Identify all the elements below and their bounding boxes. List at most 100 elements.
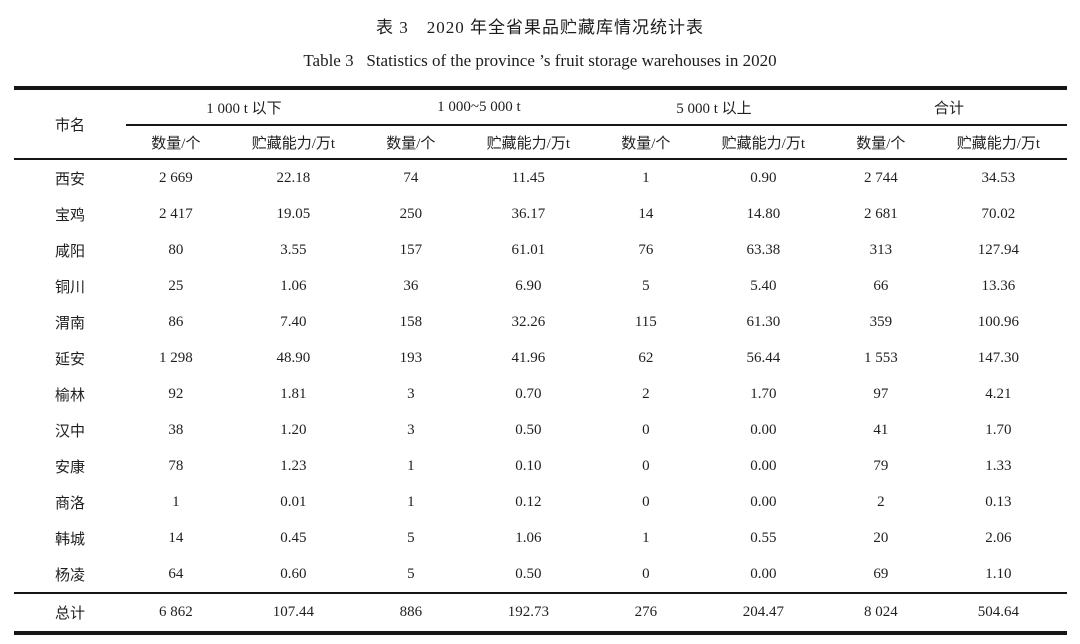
- total-row: 总计 6 862 107.44 886 192.73 276 204.47 8 024 504.…: [13, 592, 1067, 633]
- table-title-english: Table 3 Statistics of the province ’s fr…: [303, 51, 777, 70]
- value-cell: 62: [638, 349, 654, 366]
- value-cell: 3.55: [280, 241, 307, 258]
- value-cell: 32.26: [511, 313, 546, 330]
- value-cell: 504.64: [930, 592, 1067, 633]
- value-cell: 36.17: [511, 205, 546, 222]
- value-cell: 61.01: [511, 241, 546, 258]
- value-cell: 34.53: [981, 169, 1016, 186]
- value-cell: 61.30: [746, 313, 781, 330]
- value-cell: 14.80: [746, 205, 781, 222]
- value-cell: 1 298: [158, 349, 193, 366]
- value-cell: 22.18: [276, 169, 311, 186]
- city-name-cell: 商洛: [54, 495, 85, 512]
- value-cell: 2: [877, 493, 885, 510]
- subheader-quantity-total: 数量/个: [831, 125, 931, 160]
- city-name-cell: 铜川: [54, 279, 85, 296]
- table-row: 榆林 92 1.81 3 0.70 2 1.70 97 4.21: [14, 376, 1067, 412]
- value-cell: 2.06: [985, 529, 1012, 546]
- subheader-quantity-1000-to-5000t: 数量/个: [361, 125, 461, 160]
- value-cell: 1.81: [280, 385, 307, 402]
- city-name-cell: 总计: [13, 592, 127, 633]
- value-cell: 48.90: [276, 349, 311, 366]
- city-name-cell: 安康: [54, 459, 85, 476]
- value-cell: 2 681: [863, 205, 898, 222]
- value-cell: 25: [168, 277, 184, 294]
- value-cell: 1.70: [750, 385, 777, 402]
- table-row: 杨凌 64 0.60 5 0.50 0 0.00 69 1.10: [14, 556, 1067, 593]
- city-name-cell: 韩城: [54, 531, 85, 548]
- subheader-capacity-over-5000t: 贮藏能力/万t: [695, 125, 832, 160]
- table-row: 安康 78 1.23 1 0.10 0 0.00 79 1.33: [14, 448, 1067, 484]
- value-cell: 158: [399, 313, 423, 330]
- value-cell: 127.94: [977, 241, 1019, 258]
- value-cell: 41: [873, 421, 889, 438]
- value-cell: 147.30: [977, 349, 1019, 366]
- table-row: 延安 1 298 48.90 193 41.96 62 56.44 1 553 147.30: [14, 340, 1067, 376]
- value-cell: 1: [172, 493, 180, 510]
- value-cell: 80: [168, 241, 184, 258]
- table-row: 铜川 25 1.06 36 6.90 5 5.40 66 13.36: [14, 268, 1067, 304]
- value-cell: 1.70: [985, 421, 1012, 438]
- value-cell: 0.50: [515, 565, 542, 582]
- value-cell: 76: [638, 241, 654, 258]
- value-cell: 192.73: [460, 592, 597, 633]
- table-title-chinese: 表 3 2020 年全省果品贮藏库情况统计表: [376, 18, 704, 37]
- value-cell: 0: [642, 565, 650, 582]
- value-cell: 0.00: [750, 493, 777, 510]
- value-cell: 5: [642, 277, 650, 294]
- value-cell: 0.01: [280, 493, 307, 510]
- value-cell: 64: [168, 565, 184, 582]
- value-cell: 41.96: [511, 349, 546, 366]
- city-name-cell: 西安: [54, 171, 85, 188]
- value-cell: 1.33: [985, 457, 1012, 474]
- group-header-under-1000t: 1 000 t 以下: [126, 88, 362, 126]
- city-name-cell: 榆林: [54, 387, 85, 404]
- value-cell: 36: [403, 277, 419, 294]
- value-cell: 5: [407, 565, 415, 582]
- value-cell: 0.70: [515, 385, 542, 402]
- value-cell: 97: [873, 385, 889, 402]
- value-cell: 1.20: [280, 421, 307, 438]
- value-cell: 1.10: [985, 565, 1012, 582]
- value-cell: 0.10: [515, 457, 542, 474]
- value-cell: 0.00: [750, 421, 777, 438]
- value-cell: 313: [869, 241, 893, 258]
- value-cell: 0.00: [750, 565, 777, 582]
- value-cell: 0.90: [750, 169, 777, 186]
- value-cell: 3: [407, 421, 415, 438]
- table-body: 西安 2 669 22.18 74 11.45 1 0.90 2 744 34.53 宝鸡 2 41…: [14, 159, 1067, 593]
- group-header-1000-to-5000t: 1 000~5 000 t: [361, 88, 597, 126]
- value-cell: 2 417: [158, 205, 193, 222]
- value-cell: 0.50: [515, 421, 542, 438]
- table-row: 商洛 1 0.01 1 0.12 0 0.00 2 0.13: [14, 484, 1067, 520]
- value-cell: 92: [168, 385, 184, 402]
- value-cell: 66: [873, 277, 889, 294]
- value-cell: 3: [407, 385, 415, 402]
- value-cell: 250: [399, 205, 423, 222]
- value-cell: 1: [642, 529, 650, 546]
- value-cell: 74: [403, 169, 419, 186]
- value-cell: 0.12: [515, 493, 542, 510]
- table-row: 咸阳 80 3.55 157 61.01 76 63.38 313 127.94: [14, 232, 1067, 268]
- subheader-capacity-total: 贮藏能力/万t: [930, 125, 1067, 160]
- header-sub-row: 数量/个 贮藏能力/万t 数量/个 贮藏能力/万t 数量/个 贮藏能力/万t 数…: [14, 125, 1067, 160]
- value-cell: 19.05: [276, 205, 311, 222]
- value-cell: 78: [168, 457, 184, 474]
- value-cell: 1.06: [280, 277, 307, 294]
- value-cell: 79: [873, 457, 889, 474]
- value-cell: 1: [642, 169, 650, 186]
- value-cell: 100.96: [977, 313, 1019, 330]
- table-row: 西安 2 669 22.18 74 11.45 1 0.90 2 744 34.53: [14, 159, 1067, 196]
- value-cell: 359: [869, 313, 893, 330]
- value-cell: 8 024: [831, 592, 931, 633]
- value-cell: 14: [638, 205, 654, 222]
- fruit-storage-stats-table: 市名 1 000 t 以下 1 000~5 000 t 5 000 t 以上 合…: [13, 86, 1067, 635]
- value-cell: 6 862: [126, 592, 226, 633]
- table-row: 宝鸡 2 417 19.05 250 36.17 14 14.80 2 681 70.02: [14, 196, 1067, 232]
- subheader-capacity-1000-to-5000t: 贮藏能力/万t: [460, 125, 597, 160]
- city-name-cell: 渭南: [54, 315, 85, 332]
- value-cell: 0.60: [280, 565, 307, 582]
- city-name-cell: 杨凌: [54, 567, 85, 584]
- value-cell: 63.38: [746, 241, 781, 258]
